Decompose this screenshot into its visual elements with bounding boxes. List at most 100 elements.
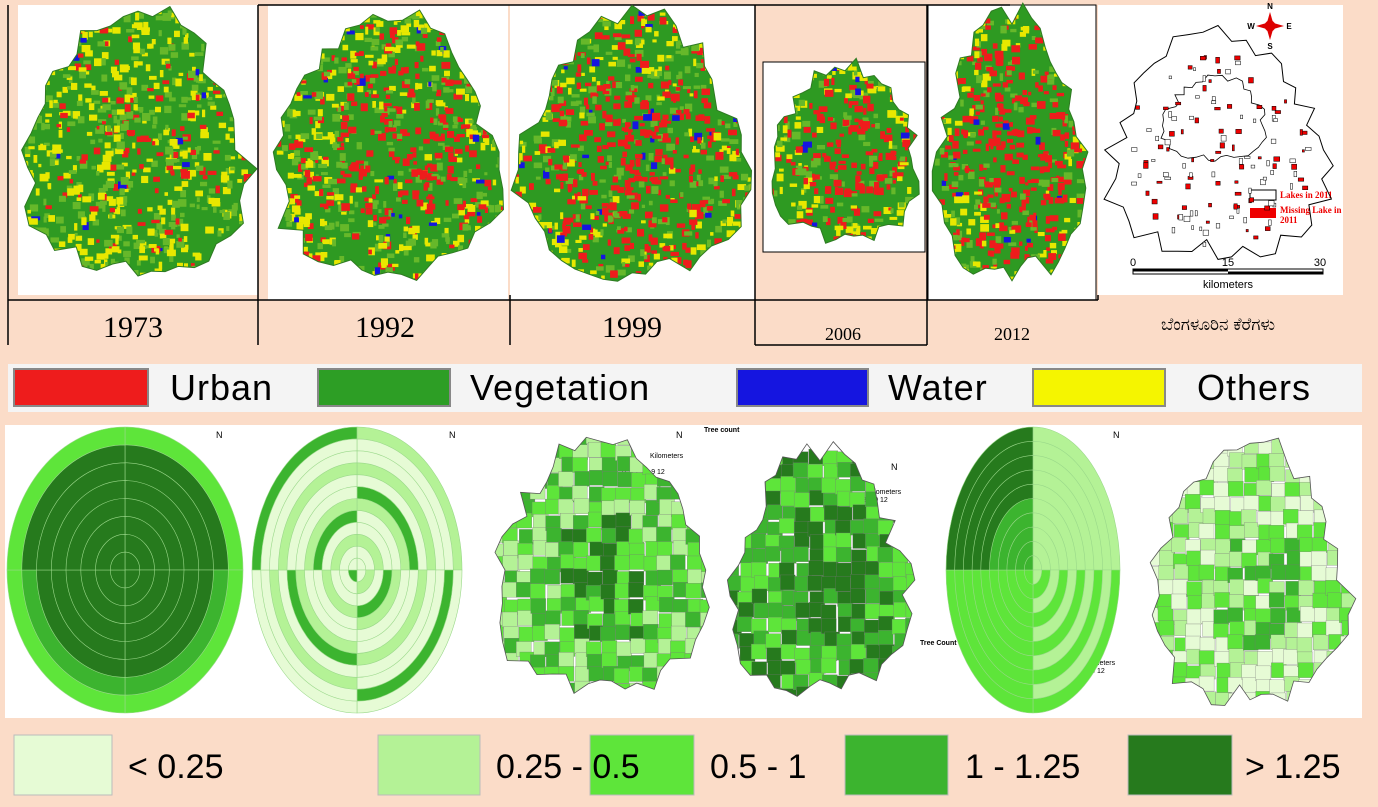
land-patch [341,143,344,147]
land-patch [102,162,111,170]
ward [1199,524,1214,539]
land-patch [584,98,588,106]
land-patch [976,105,983,110]
land-patch [533,207,542,213]
ward [642,527,657,542]
ward [1244,580,1259,595]
land-patch [60,113,68,118]
land-patch [57,124,62,127]
land-patch [82,45,91,52]
land-patch [649,153,654,161]
land-patch [483,193,487,197]
lake [1147,129,1151,132]
ward [739,602,754,617]
land-patch [859,135,866,141]
land-patch [182,181,189,187]
land-patch [967,142,974,146]
land-patch [160,70,164,77]
lake [1190,211,1193,216]
land-patch [157,152,164,156]
land-patch [414,20,419,27]
land-patch [578,162,581,167]
ward [672,612,687,627]
ward [1228,481,1243,496]
land-patch [691,224,695,230]
land-patch [123,251,131,257]
ward [601,584,616,599]
land-patch [575,240,581,243]
lake [1181,130,1183,134]
ward [603,570,618,585]
land-patch [955,121,963,126]
land-patch [415,74,419,79]
land-patch [541,132,550,137]
land-patch [183,137,188,140]
land-patch [134,243,140,249]
land-patch [538,214,541,220]
land-patch [817,145,825,149]
land-patch [485,207,488,213]
land-patch [105,142,111,148]
land-patch [780,137,787,140]
ward [1270,466,1285,481]
land-patch [701,98,708,103]
ward [1187,609,1202,624]
land-patch [643,114,652,121]
land-patch [165,92,172,98]
lake [1235,61,1240,65]
ward [630,555,645,570]
ward [1227,468,1242,483]
ward [1244,523,1259,538]
land-patch [196,166,204,171]
land-patch [59,130,63,138]
land-patch [622,238,631,244]
land-patch [184,236,188,242]
ward [628,582,643,597]
land-patch [484,180,491,187]
lake [1217,69,1220,73]
land-patch [568,189,571,192]
land-patch [995,223,999,228]
land-patch [147,88,153,91]
land-patch [402,133,410,137]
ward [560,513,575,528]
land-patch [1038,85,1043,91]
lake [1152,159,1155,161]
land-patch [370,78,375,83]
land-patch [652,39,656,42]
land-patch [1032,36,1036,40]
lake [1219,129,1223,133]
land-patch [642,67,651,73]
land-patch [866,186,873,193]
tree-panel: Tree count Tree Count Kilometers 0 1.5 3… [5,425,1362,723]
ward [602,515,617,530]
land-patch [1064,172,1073,180]
land-patch [1032,220,1037,227]
lake [1284,100,1286,103]
land-patch [893,173,898,179]
land-patch [382,224,388,227]
land-patch [624,141,628,148]
ward [781,644,796,659]
land-patch [966,229,971,235]
land-patch [600,166,607,170]
land-patch [463,201,466,207]
land-patch [213,207,217,213]
land-patch [454,198,463,204]
land-patch [425,154,433,160]
land-patch [441,62,450,69]
ward [793,547,808,562]
land-patch [830,123,836,130]
lake [1274,157,1280,162]
land-patch [582,259,588,262]
ward [530,569,545,584]
lake [1298,178,1304,181]
land-patch [324,72,330,77]
land-patch [954,163,959,167]
land-patch [893,180,896,184]
land-patch [420,170,428,177]
land-patch [718,119,722,125]
land-patch [581,53,585,58]
lake [1146,191,1149,195]
ward [852,604,867,619]
